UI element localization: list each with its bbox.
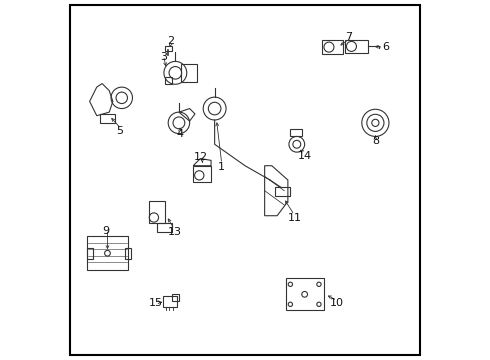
Bar — [181, 64, 197, 82]
Text: 14: 14 — [298, 151, 312, 161]
Bar — [345, 40, 368, 53]
Bar — [100, 114, 115, 123]
Bar — [322, 40, 343, 54]
Text: 13: 13 — [168, 227, 182, 237]
Bar — [275, 187, 290, 196]
Text: 1: 1 — [218, 162, 225, 172]
Bar — [157, 223, 172, 232]
Text: 9: 9 — [102, 226, 109, 237]
Text: 3: 3 — [160, 53, 167, 63]
Bar — [87, 248, 93, 258]
Bar — [87, 236, 128, 270]
Bar — [290, 129, 302, 136]
Text: 5: 5 — [117, 126, 123, 136]
Bar — [148, 202, 165, 223]
Text: 10: 10 — [330, 298, 344, 308]
Text: 8: 8 — [372, 136, 379, 147]
Text: 15: 15 — [148, 298, 163, 308]
Text: 11: 11 — [288, 212, 302, 222]
Text: 4: 4 — [176, 129, 184, 139]
Bar — [193, 166, 211, 182]
Bar — [286, 278, 323, 310]
Bar — [163, 296, 177, 307]
Bar — [165, 77, 172, 84]
Text: 2: 2 — [168, 36, 174, 46]
Bar — [165, 46, 172, 51]
Bar — [172, 294, 179, 301]
Text: 12: 12 — [194, 152, 208, 162]
Text: 6: 6 — [383, 42, 390, 52]
Text: 7: 7 — [345, 32, 352, 42]
Bar — [125, 248, 131, 258]
